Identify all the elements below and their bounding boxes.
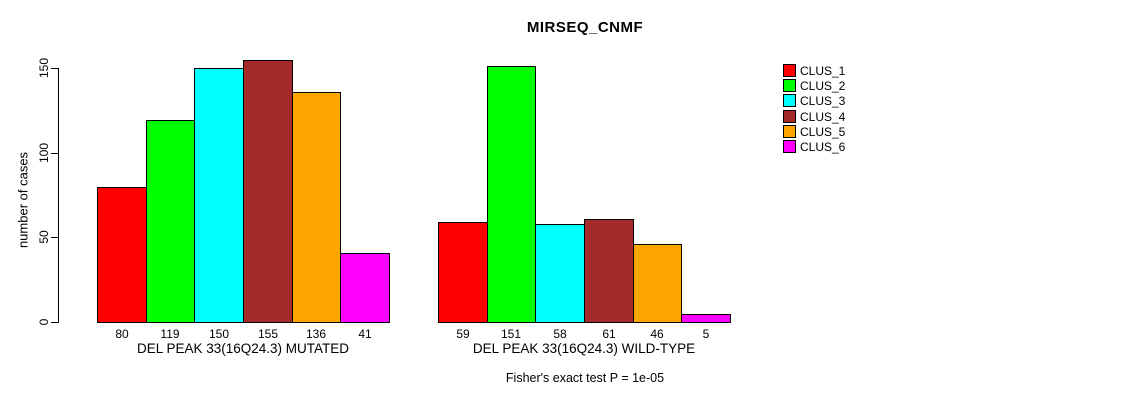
legend-swatch-clus_6 [783, 140, 796, 153]
bar-value-label: 59 [456, 327, 470, 341]
bar-value-label: 151 [500, 327, 522, 341]
bar-value-label: 5 [702, 327, 710, 341]
legend-label: CLUS_6 [800, 140, 846, 154]
bar-clus_6 [681, 314, 731, 323]
legend-label: CLUS_4 [800, 110, 846, 124]
bar-clus_3 [535, 224, 585, 323]
y-axis-tick-label: 150 [37, 57, 51, 79]
y-axis-tick [51, 153, 58, 154]
bar-clus_6 [340, 253, 390, 323]
bar-clus_5 [292, 92, 341, 323]
annotation-text: Fisher's exact test P = 1e-05 [505, 371, 665, 385]
bar-value-label: 61 [602, 327, 616, 341]
x-axis-group-label: DEL PEAK 33(16Q24.3) MUTATED [136, 341, 350, 356]
x-axis-group-label: DEL PEAK 33(16Q24.3) WILD-TYPE [472, 341, 696, 356]
y-axis-tick [51, 68, 58, 69]
chart-title: MIRSEQ_CNMF [526, 19, 644, 36]
legend-label: CLUS_5 [800, 125, 846, 139]
bar-value-label: 136 [305, 327, 327, 341]
bar-clus_3 [194, 68, 244, 323]
bar-value-label: 119 [160, 327, 180, 341]
bar-value-label: 46 [650, 327, 664, 341]
y-axis-tick [51, 237, 58, 238]
legend-swatch-clus_2 [783, 79, 796, 92]
bar-clus_4 [584, 219, 634, 323]
legend-swatch-clus_5 [783, 125, 796, 138]
y-axis-tick-label: 50 [37, 230, 51, 244]
legend-swatch-clus_1 [783, 64, 796, 77]
legend-label: CLUS_2 [800, 79, 846, 93]
bar-clus_5 [633, 244, 682, 323]
y-axis-tick-label: 0 [37, 318, 51, 326]
bar-clus_1 [438, 222, 488, 323]
bar-clus_2 [146, 120, 195, 323]
bar-value-label: 41 [358, 327, 372, 341]
legend-label: CLUS_3 [800, 94, 846, 108]
legend-swatch-clus_3 [783, 94, 796, 107]
y-axis-tick [51, 322, 58, 323]
bar-clus_4 [243, 60, 293, 323]
bar-clus_2 [487, 66, 536, 323]
bar-value-label: 80 [115, 327, 129, 341]
bar-value-label: 58 [553, 327, 567, 341]
bar-clus_1 [97, 187, 147, 323]
y-axis-title: number of cases [15, 151, 31, 249]
y-axis-tick-label: 100 [37, 142, 51, 164]
legend-label: CLUS_1 [800, 64, 846, 78]
bar-value-label: 150 [208, 327, 230, 341]
legend-swatch-clus_4 [783, 110, 796, 123]
y-axis-line [58, 68, 59, 323]
bar-value-label: 155 [257, 327, 279, 341]
